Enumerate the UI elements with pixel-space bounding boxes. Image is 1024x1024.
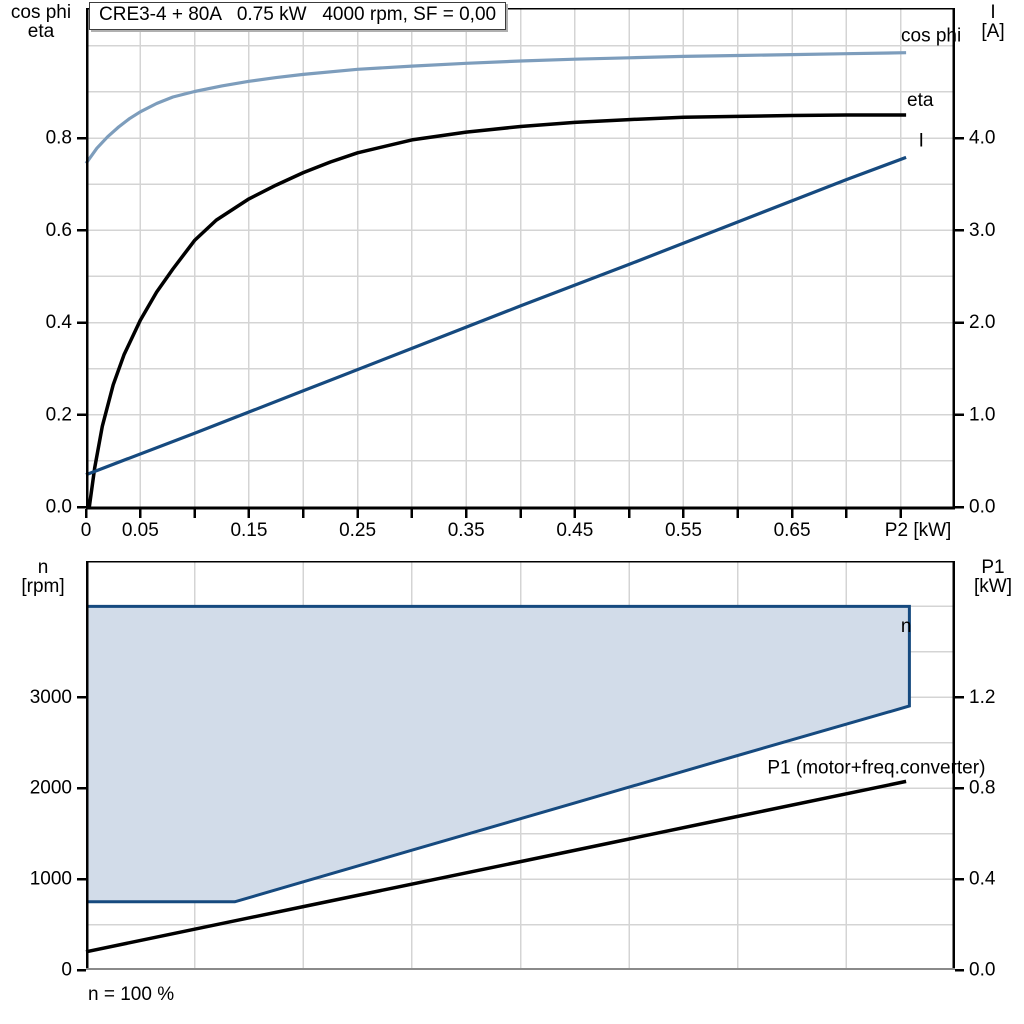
x-tick-label: 0.65 bbox=[774, 520, 811, 541]
eta-curve bbox=[87, 113, 907, 508]
top-chart-canvas: 0.0 0.2 0.4 0.6 0.8 0.0 1.0 2.0 3.0 4.0 0 0.05 0.15 0… bbox=[46, 8, 995, 541]
left-tick-label: 3000 bbox=[30, 687, 72, 708]
axis-label-speed-unit: [rpm] bbox=[21, 576, 65, 597]
right-tick-label: 3.0 bbox=[969, 220, 995, 241]
top-right-axis-label: I [A] bbox=[962, 3, 1024, 41]
axis-label-cos-phi: cos phi bbox=[10, 2, 72, 23]
right-tick-label: 1.2 bbox=[969, 687, 995, 708]
x-tick-label: 0.25 bbox=[339, 520, 376, 541]
x-tick-label: 0.05 bbox=[122, 520, 159, 541]
annotation-i: I bbox=[919, 130, 924, 151]
x-tick-label: 0.45 bbox=[556, 520, 593, 541]
right-tick-label: 0.8 bbox=[969, 778, 995, 799]
right-tick-label: 0.0 bbox=[969, 960, 995, 981]
cos-phi-curve bbox=[84, 51, 907, 165]
x-tick-label: 0.35 bbox=[448, 520, 485, 541]
speed-operating-envelope-border bbox=[86, 604, 911, 904]
left-tick-label: 2000 bbox=[30, 778, 72, 799]
right-tick-label: 0.4 bbox=[969, 869, 996, 890]
axis-label-current: I bbox=[990, 2, 996, 23]
left-tick-label: 0 bbox=[61, 960, 72, 981]
bottom-left-axis-label: n [rpm] bbox=[4, 558, 82, 596]
axis-label-current-unit: [A] bbox=[981, 21, 1005, 42]
axis-label-p1-unit: [kW] bbox=[974, 576, 1012, 597]
x-axis-title: P2 [kW] bbox=[885, 520, 952, 541]
left-tick-label: 0.0 bbox=[46, 497, 72, 518]
x-tick-label: 0 bbox=[81, 520, 92, 541]
annotation-n: n bbox=[901, 616, 912, 637]
i-curve bbox=[85, 155, 907, 477]
right-tick-label: 4.0 bbox=[969, 128, 995, 149]
chart-title-box: CRE3-4 + 80A 0.75 kW 4000 rpm, SF = 0,00 bbox=[89, 2, 507, 30]
annotation-eta: eta bbox=[907, 90, 934, 111]
annotation-p1-motor-freq-converter: P1 (motor+freq.converter) bbox=[767, 757, 985, 778]
bottom-chart-canvas: 0 1000 2000 3000 0.0 0.4 0.8 1.2 n P1 (motor+freq… bbox=[30, 561, 996, 981]
left-tick-label: 1000 bbox=[30, 869, 72, 890]
left-tick-label: 0.6 bbox=[46, 220, 72, 241]
top-left-axis-label: cos phi eta bbox=[0, 3, 82, 41]
right-tick-label: 0.0 bbox=[969, 497, 995, 518]
x-tick-label: 0.15 bbox=[230, 520, 267, 541]
bottom-right-axis-label: P1 [kW] bbox=[962, 558, 1024, 596]
p1-motor-freq-converter-curve bbox=[85, 779, 907, 954]
axis-label-p1: P1 bbox=[981, 557, 1005, 578]
right-tick-label: 1.0 bbox=[969, 404, 995, 425]
speed-operating-envelope-fill bbox=[86, 606, 910, 902]
annotation-cos-phi: cos phi bbox=[901, 26, 961, 47]
left-tick-label: 0.2 bbox=[46, 404, 72, 425]
axis-label-eta: eta bbox=[27, 21, 55, 42]
right-tick-label: 2.0 bbox=[969, 312, 995, 333]
left-tick-label: 0.4 bbox=[46, 312, 73, 333]
left-tick-label: 0.8 bbox=[46, 128, 72, 149]
x-tick-label: 0.55 bbox=[665, 520, 702, 541]
axis-label-speed: n bbox=[37, 557, 49, 578]
speed-footnote: n = 100 % bbox=[88, 984, 175, 1005]
